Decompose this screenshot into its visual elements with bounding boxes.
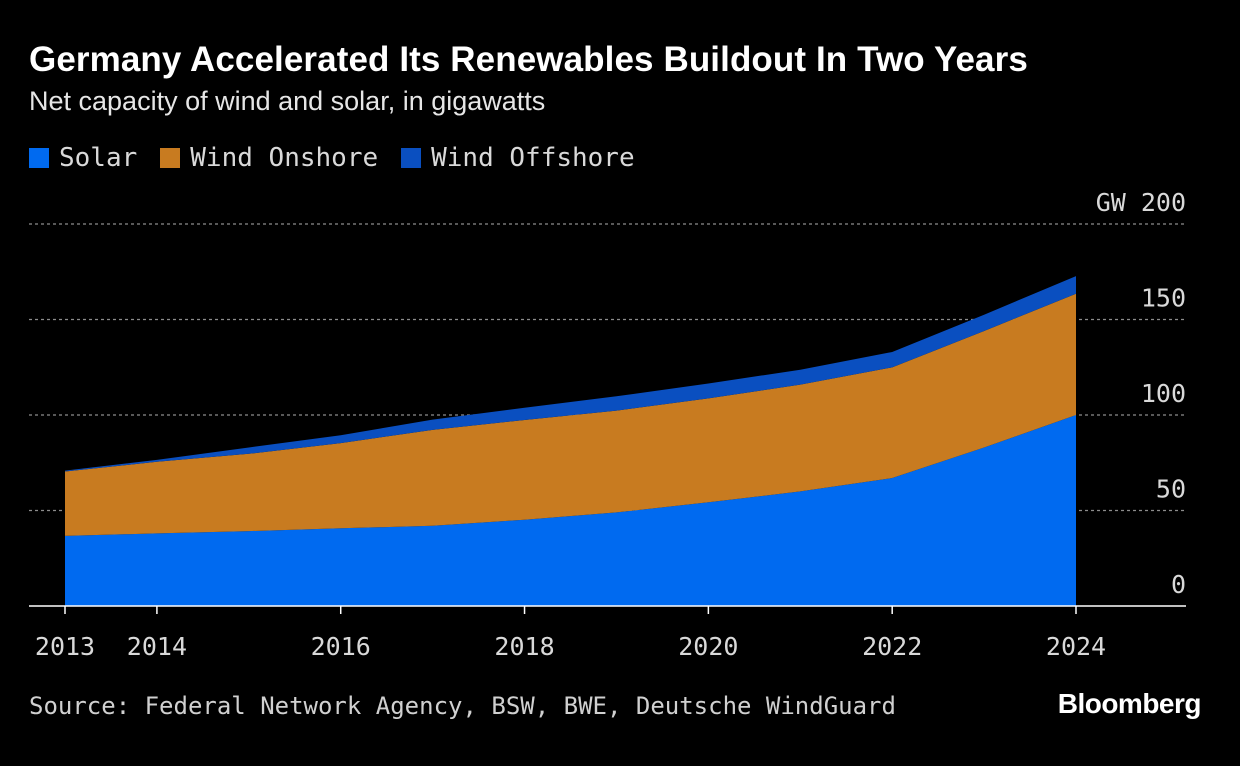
y-tick-label-150: 150 bbox=[1141, 284, 1186, 313]
x-tick-label-2018: 2018 bbox=[494, 632, 554, 661]
x-tick-label-2014: 2014 bbox=[127, 632, 187, 661]
x-tick-label-2016: 2016 bbox=[311, 632, 371, 661]
x-tick-label-2022: 2022 bbox=[862, 632, 922, 661]
y-tick-label-200: GW 200 bbox=[1096, 188, 1186, 217]
x-axis bbox=[29, 605, 1186, 614]
area-wind-onshore bbox=[65, 293, 1076, 536]
y-tick-label-100: 100 bbox=[1141, 379, 1186, 408]
x-tick-label-2024: 2024 bbox=[1046, 632, 1106, 661]
chart-subtitle: Net capacity of wind and solar, in gigaw… bbox=[29, 86, 546, 116]
legend-item-wind-offshore: Wind Offshore bbox=[401, 143, 635, 173]
legend-swatch-wind-offshore bbox=[401, 148, 422, 168]
legend-item-wind-onshore: Wind Onshore bbox=[160, 143, 378, 173]
y-tick-label-0: 0 bbox=[1171, 570, 1186, 599]
legend-item-solar: Solar bbox=[29, 143, 137, 173]
legend-label-solar: Solar bbox=[59, 143, 138, 173]
y-tick-label-50: 50 bbox=[1156, 475, 1186, 504]
y-axis-labels: 0 50 100 150 GW 200 bbox=[1096, 188, 1186, 599]
legend-label-wind-onshore: Wind Onshore bbox=[190, 143, 379, 173]
x-axis-labels: 2013 2014 2016 2018 2020 2022 2024 bbox=[35, 632, 1106, 661]
legend: Solar Wind Onshore Wind Offshore bbox=[29, 142, 658, 174]
x-tick-label-2013: 2013 bbox=[35, 632, 95, 661]
source-note: Source: Federal Network Agency, BSW, BWE… bbox=[29, 692, 896, 720]
legend-swatch-wind-onshore bbox=[160, 148, 181, 168]
x-tick-label-2020: 2020 bbox=[678, 632, 738, 661]
chart-title: Germany Accelerated Its Renewables Build… bbox=[29, 40, 1028, 79]
stacked-areas bbox=[65, 276, 1076, 606]
area-solar bbox=[65, 415, 1076, 606]
legend-label-wind-offshore: Wind Offshore bbox=[431, 143, 635, 173]
bloomberg-logo: Bloomberg bbox=[1057, 688, 1202, 719]
legend-swatch-solar bbox=[29, 148, 49, 168]
